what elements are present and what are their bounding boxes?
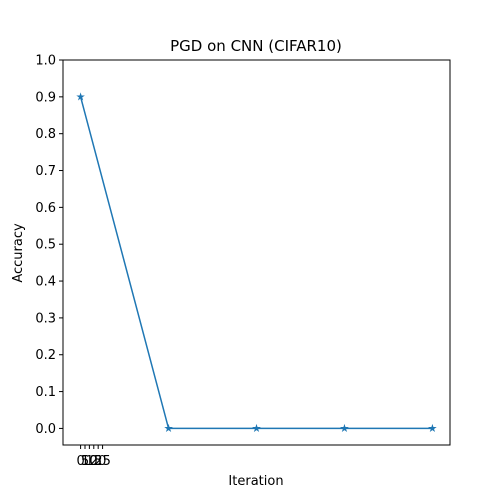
x-tick-label: 20 [90,454,107,469]
marker [164,423,173,433]
x-tick-label: 10 [81,454,98,469]
y-tick-label: 1.0 [35,54,56,69]
y-tick-label: 0.6 [35,201,56,216]
y-tick-label: 0.8 [35,127,56,142]
y-tick-label: 0.7 [35,164,56,179]
x-axis-label: Iteration [228,474,283,489]
y-tick-label: 0.4 [35,275,56,290]
y-tick-label: 0.9 [35,90,56,105]
plot-frame [62,59,451,446]
y-tick-label: 0.5 [35,238,56,253]
chart-title: PGD on CNN (CIFAR10) [170,37,342,55]
y-tick-label: 0.1 [35,385,56,400]
x-tick-label: 15 [86,454,103,469]
y-tick-label: 0.0 [35,422,56,437]
marker [428,423,437,433]
line [79,96,433,430]
y-tick-label: 0.3 [35,311,56,326]
y-axis-label: Accuracy [11,223,26,283]
y-tick-label: 0.2 [35,348,56,363]
marker [252,423,261,433]
marker [340,423,349,433]
x-tick-label: 0 [76,454,84,469]
x-tick-label: 5 [81,454,89,469]
x-tick-label: 25 [94,454,111,469]
marker [76,92,85,101]
